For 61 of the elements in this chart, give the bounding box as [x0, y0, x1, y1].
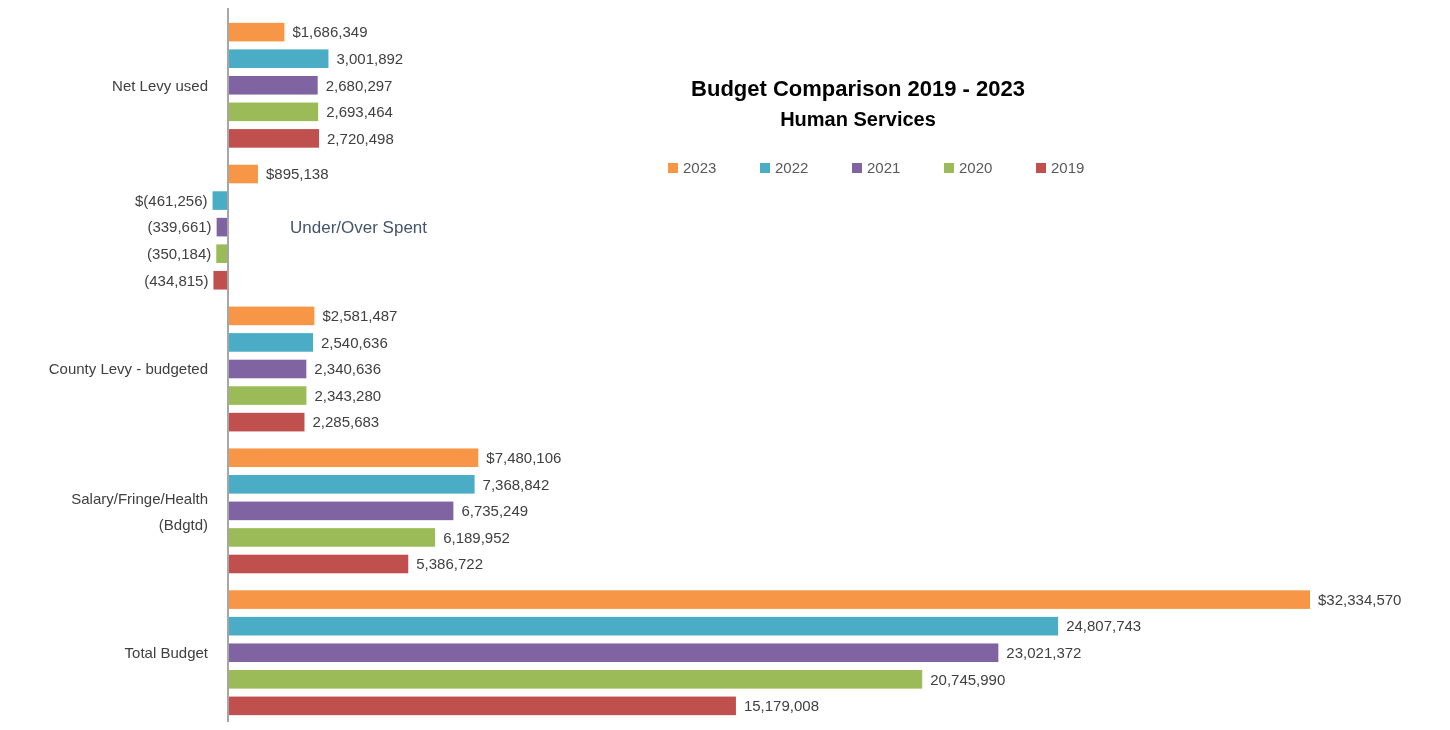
data-label: 5,386,722: [416, 555, 483, 573]
data-label: 2,343,280: [314, 386, 382, 404]
data-label: 3,001,892: [336, 49, 404, 67]
data-label: (434,815): [144, 271, 209, 289]
bar: [228, 412, 305, 432]
legend-label: 2023: [683, 159, 717, 177]
bar: [228, 49, 329, 68]
y-tick-label: Total Budget: [124, 643, 209, 661]
bar: [228, 501, 454, 521]
data-label: 15,179,008: [743, 697, 820, 715]
bar: [228, 448, 479, 468]
data-label: 20,745,990: [930, 670, 1006, 688]
bar: [228, 528, 436, 547]
data-label: 2,720,498: [327, 129, 394, 147]
data-label: $2,581,487: [322, 307, 398, 325]
bar: [228, 475, 475, 494]
data-label: 6,735,249: [461, 502, 529, 520]
bar: [228, 616, 1059, 636]
y-tick-label: Under/Over Spent: [290, 218, 428, 238]
bar: [228, 359, 307, 379]
y-tick-label: Net Levy used: [112, 76, 208, 94]
data-label: $1,686,349: [292, 23, 368, 41]
bar: [228, 386, 307, 405]
bar: [212, 191, 228, 210]
data-label: 7,368,842: [482, 475, 550, 493]
bar: [228, 306, 315, 326]
bar: [228, 164, 258, 184]
y-tick-label: Salary/Fringe/Health (Bdgtd): [71, 490, 208, 534]
data-label: $7,480,106: [486, 448, 562, 466]
bar: [228, 75, 318, 95]
legend-label: 2020: [959, 159, 993, 177]
data-label: $(461,256): [135, 191, 208, 209]
data-label: $895,138: [265, 165, 329, 183]
text: Budget Comparison 2019 - 2023: [691, 76, 1025, 101]
bar: [216, 244, 228, 263]
data-label: (350,184): [147, 244, 212, 262]
data-label: $32,334,570: [1318, 590, 1402, 608]
data-label: 2,285,683: [312, 413, 380, 431]
data-label: 24,807,743: [1066, 617, 1142, 635]
bar: [228, 22, 285, 42]
bar: [228, 554, 409, 574]
legend-label: 2021: [867, 159, 901, 177]
bar: [228, 696, 736, 716]
data-label: 2,693,464: [326, 103, 393, 121]
data-label: 2,540,636: [321, 333, 388, 351]
bar: [228, 102, 319, 122]
y-tick-label: County Levy - budgeted: [48, 360, 208, 378]
data-label: 23,021,372: [1006, 643, 1082, 661]
data-label: 2,340,636: [314, 360, 382, 378]
bar: [228, 590, 1310, 609]
legend-label: 2022: [775, 159, 809, 177]
bar: [228, 670, 923, 689]
bar: [213, 270, 228, 290]
data-label: 6,189,952: [443, 528, 510, 546]
text: Human Services: [780, 108, 936, 130]
data-label: (339,661): [147, 218, 212, 236]
bar: [228, 643, 999, 663]
data-label: 2,680,297: [325, 76, 393, 94]
legend-label: 2019: [1051, 159, 1085, 177]
bar: [228, 129, 320, 148]
bar: [228, 333, 314, 352]
